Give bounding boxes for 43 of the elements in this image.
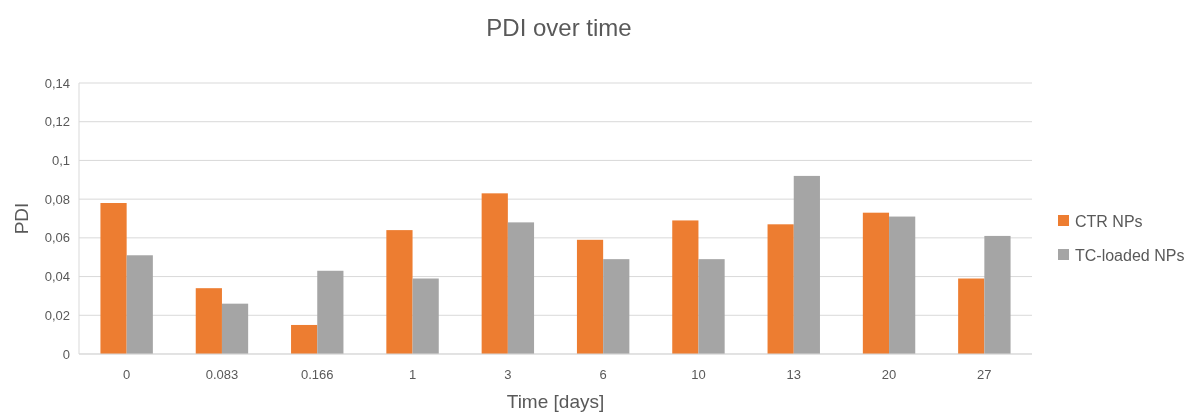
bar [889,216,916,354]
x-tick-label: 0.166 [300,367,334,382]
bar [984,235,1011,354]
legend-label: CTR NPs [1075,212,1143,230]
y-tick-label: 0,14 [44,75,70,91]
x-tick-label: 6 [599,367,607,382]
y-tick-label: 0,02 [44,307,70,323]
x-tick-label: 27 [977,367,992,382]
x-tick-label: 0 [123,367,131,382]
bar [793,175,820,354]
bar [672,220,699,354]
bar [386,230,413,354]
x-axis-title: Time [days] [506,391,605,412]
bar [862,212,890,354]
bar [507,222,535,354]
x-tick-label: 20 [881,367,897,382]
y-tick-label: 0,1 [51,152,70,168]
bar [100,203,127,354]
y-tick-label: 0,06 [44,230,70,246]
bar [195,288,222,354]
bar [291,324,318,354]
bar [576,239,604,354]
x-tick-label: 13 [786,367,801,382]
bar [126,255,153,354]
y-tick-label: 0,12 [44,114,70,130]
y-tick-label: 0 [62,346,70,362]
bar [412,278,439,354]
chart-title: PDI over time [486,14,632,41]
x-tick-label: 3 [504,367,512,382]
bar [698,259,725,354]
x-tick-label: 10 [691,367,706,382]
bar [958,278,985,354]
x-tick-label: 0.083 [205,367,239,382]
bar [221,303,249,354]
bar [603,259,630,354]
bar [317,270,344,354]
y-axis-title: PDI [11,202,32,235]
legend-label: TC-loaded NPs [1075,246,1185,264]
bar [481,193,508,354]
y-tick-label: 0,08 [44,191,70,207]
x-tick-label: 1 [408,367,417,382]
y-tick-label: 0,04 [44,269,70,285]
bar [767,224,794,354]
